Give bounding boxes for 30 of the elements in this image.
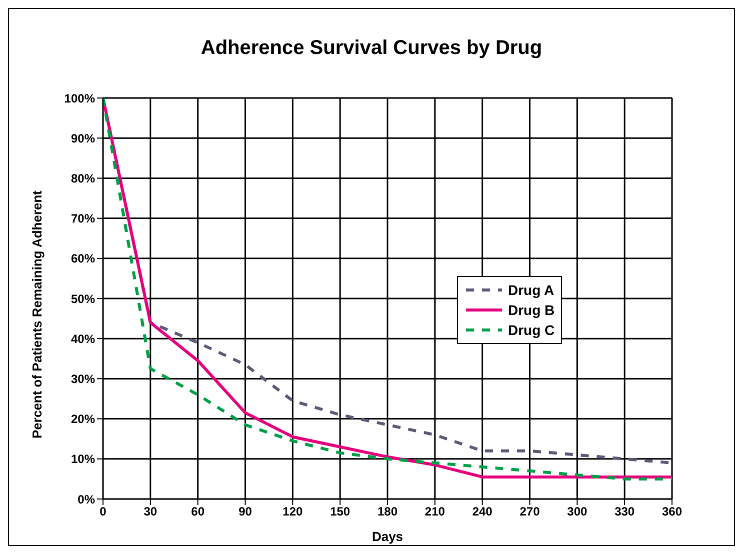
y-tick-label: 30% [70,372,96,386]
y-tick-label: 70% [70,212,96,226]
x-tick-label: 150 [330,504,350,519]
x-tick-label: 270 [520,504,540,519]
x-tick-label: 60 [191,504,205,519]
x-tick-label: 360 [662,504,682,519]
y-tick-label: 10% [70,452,96,466]
y-axis-title: Percent of Patients Remaining Adherent [30,190,45,438]
y-tick-label: 100% [64,91,96,106]
y-tick-label: 80% [70,171,96,186]
x-tick-label: 0 [100,504,107,519]
x-tick-label: 330 [614,504,635,519]
x-tick-label: 120 [282,504,303,519]
x-axis-title: Days [372,529,404,544]
legend-label: Drug A [508,282,554,298]
y-tick-label: 50% [70,292,96,306]
y-tick-label: 20% [70,412,96,426]
x-tick-label: 240 [472,504,493,519]
x-tick-label: 180 [377,504,398,519]
x-tick-label: 210 [424,504,446,519]
x-tick-label: 30 [144,504,158,519]
x-tick-label: 90 [238,504,252,519]
y-tick-label: 0% [78,492,96,506]
legend-label: Drug C [508,322,555,338]
legend-label: Drug B [508,302,555,318]
y-tick-label: 60% [70,252,96,266]
chart-title: Adherence Survival Curves by Drug [200,37,544,60]
y-tick-label: 90% [70,131,96,146]
y-tick-label: 40% [70,332,96,346]
x-tick-label: 300 [567,504,588,519]
